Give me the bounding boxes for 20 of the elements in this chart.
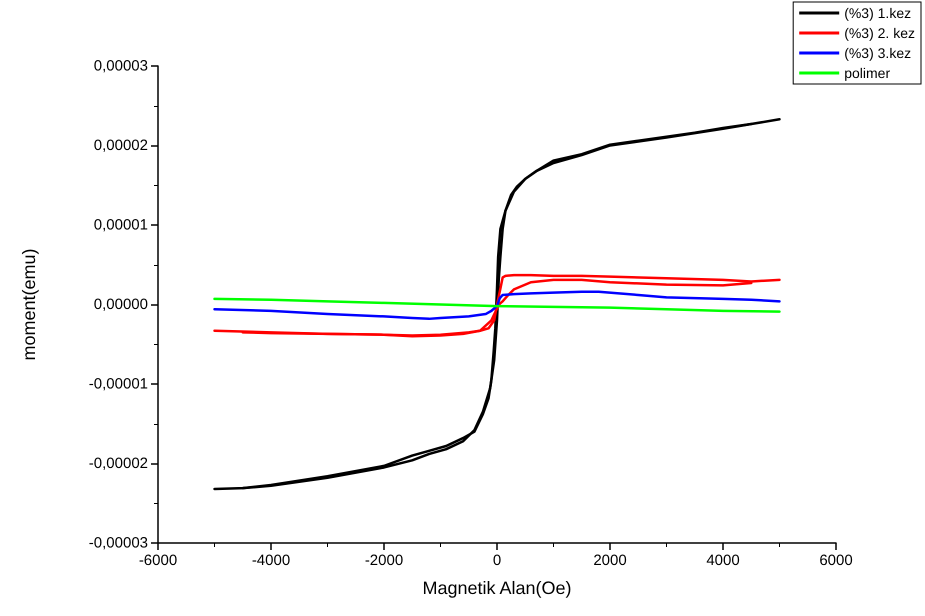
x-tick-label: -6000 (138, 552, 178, 569)
x-tick-label: 0 (492, 552, 502, 569)
legend-label: (%3) 2. kez (844, 25, 916, 41)
y-tick-label: 0,00002 (94, 137, 148, 154)
y-tick-label: -0,00003 (88, 534, 148, 552)
y-axis-title: moment(emu) (19, 248, 39, 361)
y-tick-label: -0,00002 (88, 455, 148, 472)
y-tick-label: 0,00003 (94, 58, 148, 74)
legend-label: (%3) 1.kez (844, 5, 912, 21)
legend-label: (%3) 3.kez (844, 45, 912, 61)
x-axis-title: Magnetik Alan(Oe) (422, 578, 572, 598)
y-tick-label: -0,00001 (88, 376, 148, 392)
x-tick-label: 6000 (819, 552, 853, 569)
x-tick-label: 4000 (706, 552, 740, 569)
legend-label: polimer (844, 65, 890, 81)
y-tick-label: 0,00000 (94, 296, 148, 313)
x-tick-label: 2000 (593, 552, 627, 569)
y-tick-label: 0,00001 (94, 216, 148, 234)
x-tick-label: -4000 (252, 552, 290, 569)
x-tick-label: -2000 (364, 552, 404, 569)
